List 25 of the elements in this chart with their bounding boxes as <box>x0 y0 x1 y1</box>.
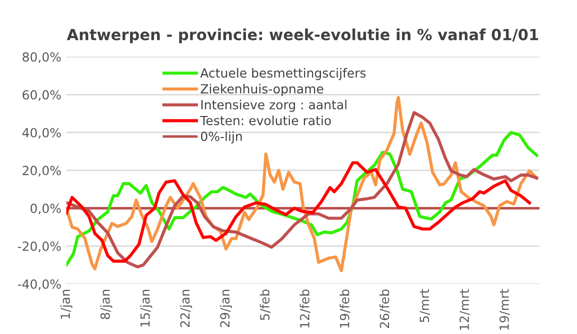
y-tick-label: 20,0% <box>22 166 61 177</box>
x-tick-label: 29/jan <box>220 290 232 328</box>
y-tick-label: 40,0% <box>22 128 61 139</box>
x-tick-label: 8/jan <box>100 290 112 320</box>
legend-label: 0%-lijn <box>200 131 242 144</box>
x-tick-label: 1/jan <box>60 290 72 319</box>
y-tick-label: -20,0% <box>18 242 61 252</box>
x-tick-label: 15/jan <box>140 290 152 327</box>
y-tick-label: 80,0% <box>22 52 61 63</box>
x-tick-label: 5/feb <box>260 289 270 320</box>
y-tick-label: 0,0% <box>30 204 61 214</box>
legend-label: Intensieve zorg : aantal <box>201 100 346 112</box>
y-tick-label: -40,0% <box>18 279 61 290</box>
x-tick-label: 22/jan <box>180 290 192 328</box>
y-tick-label: 60,0% <box>22 90 61 101</box>
x-tick-label: 26/feb <box>380 289 390 328</box>
chart-title: Antwerpen - provincie: week-evolutie in % vanaf 01/01 <box>66 28 538 44</box>
x-tick-label: 12/feb <box>300 289 310 328</box>
legend-label: Actuele besmettingscijfers <box>200 68 366 80</box>
x-tick-label: 19/feb <box>340 289 350 328</box>
legend-label: Ziekenhuis-opname <box>200 84 324 96</box>
x-tick-label: 5/mrt <box>420 289 430 322</box>
legend-label: Testen: evolutie ratio <box>200 116 331 126</box>
x-tick-label: 12/mrt <box>460 289 470 330</box>
x-tick-label: 19/mrt <box>499 289 510 330</box>
